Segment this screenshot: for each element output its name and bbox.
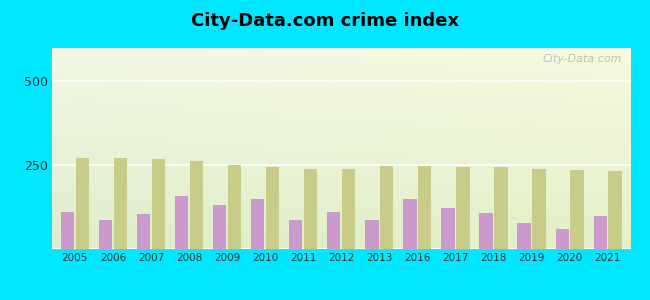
Text: City-Data.com: City-Data.com xyxy=(542,54,622,64)
Bar xyxy=(517,223,531,249)
Bar xyxy=(304,169,317,249)
Bar xyxy=(494,167,508,249)
Bar xyxy=(403,199,417,249)
Bar xyxy=(228,165,241,249)
Bar xyxy=(190,161,203,249)
Bar xyxy=(556,229,569,249)
Bar xyxy=(365,220,378,249)
Bar xyxy=(608,171,622,249)
Bar xyxy=(251,200,265,249)
Bar xyxy=(75,158,89,249)
Bar xyxy=(137,214,150,249)
Bar xyxy=(213,206,226,249)
Bar xyxy=(289,220,302,249)
Bar xyxy=(266,167,280,249)
Bar xyxy=(441,208,454,249)
Bar xyxy=(327,212,341,249)
Bar xyxy=(99,220,112,249)
Bar xyxy=(175,196,188,249)
Bar xyxy=(418,166,432,249)
Bar xyxy=(114,158,127,249)
Bar xyxy=(570,170,584,249)
Bar xyxy=(151,159,165,249)
Bar xyxy=(380,166,393,249)
Text: City-Data.com crime index: City-Data.com crime index xyxy=(191,12,459,30)
Bar xyxy=(532,169,545,249)
Bar xyxy=(593,216,607,249)
Bar xyxy=(60,212,74,249)
Bar xyxy=(342,169,356,249)
Bar xyxy=(456,167,469,249)
Bar xyxy=(480,213,493,249)
